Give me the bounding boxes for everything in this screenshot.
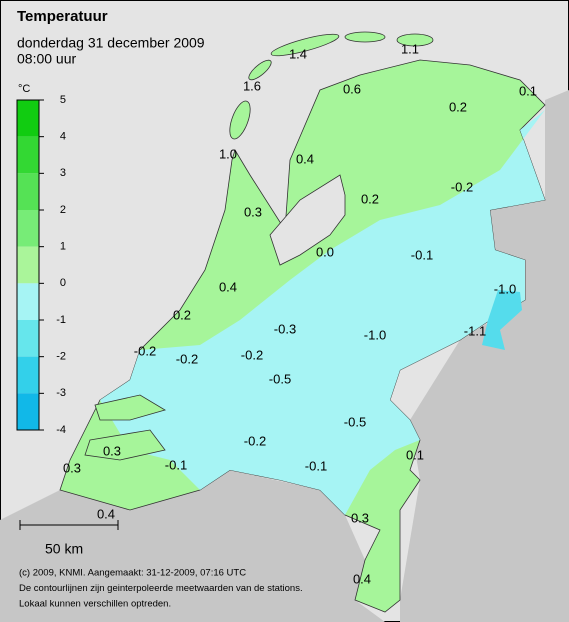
station-value: -1.1: [464, 323, 486, 338]
station-value: 0.4: [296, 151, 314, 166]
legend-tick-label: 2: [60, 204, 66, 216]
legend-band: [17, 100, 39, 137]
station-value: -0.1: [305, 458, 327, 473]
legend-band: [17, 173, 39, 210]
station-value: 0.4: [97, 506, 115, 521]
station-value: 0.2: [173, 307, 191, 322]
legend-band: [17, 210, 39, 247]
station-value: 0.2: [361, 191, 379, 206]
legend-tick-label: -3: [56, 387, 66, 399]
land-negative: [100, 110, 545, 515]
station-value: 1.0: [219, 146, 237, 161]
footer-line: (c) 2009, KNMI. Aangemaakt: 31-12-2009, …: [19, 568, 246, 579]
cold-spot: [482, 290, 522, 350]
date: donderdag 31 december 2009: [17, 35, 205, 51]
footer-line: De contourlijnen zijn geinterpoleerde me…: [19, 583, 303, 594]
station-value: 0.3: [103, 443, 121, 458]
station-value: -0.5: [344, 414, 366, 429]
station-value: -0.2: [241, 347, 263, 362]
legend-tick-label: -2: [56, 351, 66, 363]
legend-band: [17, 283, 39, 320]
station-value: -0.2: [134, 343, 156, 358]
ijsselmeer: [269, 174, 346, 266]
station-value: 0.3: [244, 204, 262, 219]
station-value: 0.4: [353, 571, 371, 586]
legend-tick-label: 5: [60, 94, 66, 106]
station-value: 0.4: [219, 279, 237, 294]
station-value: -0.5: [269, 371, 291, 386]
title: Temperatuur: [17, 8, 108, 25]
station-value: 0.3: [63, 460, 81, 475]
station-value: -0.3: [274, 321, 296, 336]
station-value: 0.6: [343, 81, 361, 96]
station-value: 1.1: [401, 41, 419, 56]
station-value: -1.0: [364, 327, 386, 342]
station-value: 1.6: [243, 78, 261, 93]
legend-band: [17, 356, 39, 394]
legend-tick-label: 0: [60, 277, 66, 289]
legend-band: [17, 320, 39, 357]
legend-tick-label: -4: [56, 424, 66, 436]
legend-tick-label: 4: [60, 131, 66, 143]
station-value: -0.1: [165, 457, 187, 472]
belgium: [0, 470, 385, 622]
station-value: -1.0: [494, 281, 516, 296]
legend-band: [17, 246, 39, 284]
station-value: 1.4: [289, 46, 307, 61]
station-value: 0.0: [316, 244, 334, 259]
germany: [400, 90, 569, 622]
time: 08:00 uur: [17, 51, 76, 67]
legend-tick-label: -1: [56, 314, 66, 326]
zeeland-islands: [84, 394, 166, 461]
station-value: -0.2: [244, 433, 266, 448]
station-value: 0.1: [406, 447, 424, 462]
legend-frame: [16, 99, 40, 431]
legend-band: [17, 136, 39, 174]
legend-tick-label: 1: [60, 241, 66, 253]
station-value: -0.1: [411, 247, 433, 262]
station-value: 0.1: [519, 83, 537, 98]
wadden-islands: [229, 31, 434, 140]
footer-line: Lokaal kunnen verschillen optreden.: [19, 599, 171, 610]
station-value: -0.2: [451, 179, 473, 194]
scale-label: 50 km: [45, 541, 83, 557]
station-value: -0.2: [176, 351, 198, 366]
legend-unit: °C: [18, 83, 30, 95]
legend-tick-label: 3: [60, 167, 66, 179]
station-value: 0.3: [351, 510, 369, 525]
station-value: 0.2: [449, 99, 467, 114]
legend-band: [17, 393, 39, 430]
